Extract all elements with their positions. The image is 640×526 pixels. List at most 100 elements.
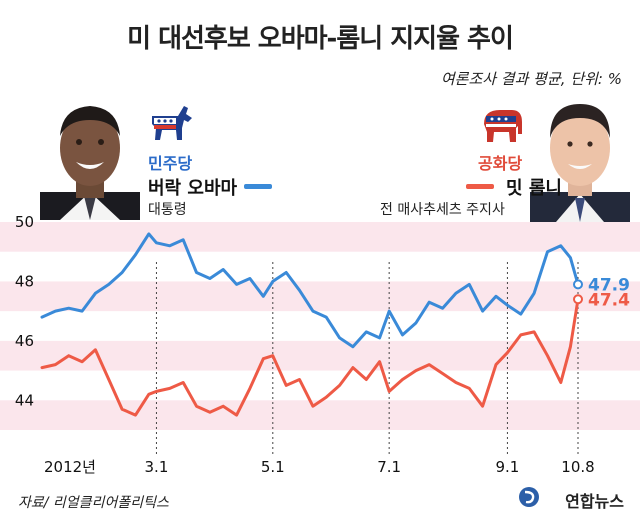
romney-point (134, 414, 137, 416)
grid-band (0, 340, 640, 371)
obama-point (352, 346, 354, 348)
romney-point (272, 354, 274, 357)
romney-point (81, 360, 83, 363)
y-tick-label: 48 (15, 272, 34, 290)
y-tick-label: 50 (15, 213, 34, 231)
romney-point (67, 354, 70, 357)
obama-point (235, 283, 238, 286)
x-tick-label: 5.1 (261, 458, 285, 476)
y-tick-label: 46 (15, 332, 34, 350)
obama-point (388, 310, 390, 312)
obama-point (560, 244, 562, 247)
obama-end-label: 47.9 (588, 275, 630, 295)
romney-end-marker (573, 294, 583, 305)
romney-point (262, 357, 265, 360)
obama-point (195, 271, 198, 274)
obama-point (285, 271, 287, 274)
obama-point (481, 310, 484, 312)
romney-portrait (530, 104, 630, 222)
obama-point (519, 313, 522, 315)
romney-point (169, 387, 171, 390)
source-note: 자료/ 리얼클리어폴리틱스 (18, 495, 169, 511)
obama-point (182, 239, 184, 241)
obama-point (312, 310, 314, 312)
obama-point (155, 242, 158, 244)
romney-point (401, 378, 404, 381)
romney-point (312, 405, 314, 408)
democrat-party-label: 민주당 (148, 154, 193, 173)
y-tick-label: 44 (15, 391, 34, 409)
romney-point (107, 378, 110, 381)
donkey-icon (152, 106, 192, 140)
obama-point (428, 301, 431, 304)
obama-point (365, 331, 368, 333)
obama-point (468, 283, 471, 286)
yonhap-logo-icon (519, 487, 539, 507)
x-tick-label: 10.8 (561, 458, 594, 476)
obama-point (67, 307, 70, 309)
romney-point (378, 360, 381, 363)
obama-point (298, 289, 301, 292)
obama-point (41, 316, 43, 318)
x-tick-label: 7.1 (377, 458, 401, 476)
obama-point (378, 337, 381, 339)
romney-name: 밋 롬니 (506, 178, 562, 199)
romney-point (569, 346, 572, 348)
obama-point (401, 334, 404, 336)
chart-title: 미 대선후보 오바마-롬니 지지율 추이 (127, 24, 514, 54)
romney-point (415, 369, 417, 372)
romney-point (249, 387, 251, 390)
obama-point (209, 277, 211, 280)
elephant-icon (484, 110, 522, 142)
romney-point (298, 378, 301, 381)
obama-point (148, 233, 150, 235)
infographic (8, 6, 632, 520)
romney-point (428, 363, 431, 366)
romney-role: 전 매사추세츠 주지사 (380, 202, 505, 218)
x-tick-label: 3.1 (145, 458, 169, 476)
obama-point (415, 322, 417, 324)
obama-portrait (40, 106, 140, 220)
obama-point (441, 307, 444, 309)
romney-point (352, 366, 354, 369)
obama-legend-line (244, 184, 272, 189)
obama-role: 대통령 (148, 202, 187, 218)
chart-subtitle: 여론조사 결과 평균, 단위: % (440, 70, 622, 88)
romney-point (235, 414, 238, 416)
romney-legend-line (466, 184, 494, 189)
obama-point (121, 271, 123, 274)
romney-point (388, 390, 390, 393)
obama-point (569, 256, 572, 259)
romney-point (222, 405, 225, 408)
obama-point (94, 292, 97, 295)
romney-point (41, 366, 43, 369)
obama-point (169, 244, 171, 247)
obama-point (134, 253, 137, 256)
romney-point (519, 334, 522, 336)
obama-point (81, 310, 83, 312)
romney-point (495, 363, 497, 366)
agency-name: 연합뉴스 (565, 492, 624, 511)
romney-point (506, 351, 509, 354)
romney-point (441, 372, 444, 375)
obama-point (455, 292, 457, 295)
obama-end-marker (573, 279, 583, 290)
obama-name: 버락 오바마 (148, 178, 238, 199)
romney-point (285, 384, 287, 387)
romney-point (182, 381, 184, 384)
obama-point (533, 292, 535, 295)
obama-point (325, 316, 328, 318)
romney-point (481, 405, 484, 408)
romney-point (209, 411, 211, 413)
romney-point (54, 363, 57, 366)
obama-point (495, 295, 497, 298)
romney-point (560, 381, 562, 384)
obama-point (249, 277, 251, 280)
x-tick-label: 2012년 (44, 458, 96, 476)
republican-party-label: 공화당 (478, 154, 523, 173)
obama-point (272, 280, 274, 283)
romney-point (533, 331, 535, 333)
obama-point (222, 268, 225, 271)
romney-point (325, 396, 328, 399)
